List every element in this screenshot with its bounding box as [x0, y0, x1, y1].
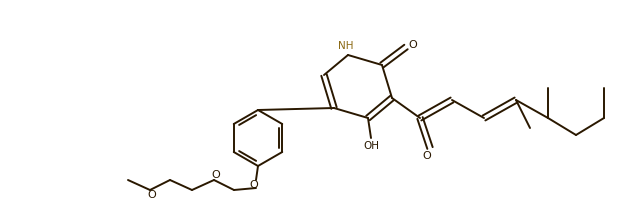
Text: O: O — [249, 180, 258, 190]
Text: O: O — [409, 40, 417, 50]
Text: OH: OH — [363, 141, 379, 151]
Text: NH: NH — [338, 41, 354, 51]
Text: O: O — [212, 170, 220, 180]
Text: O: O — [423, 151, 432, 161]
Text: O: O — [147, 190, 156, 200]
